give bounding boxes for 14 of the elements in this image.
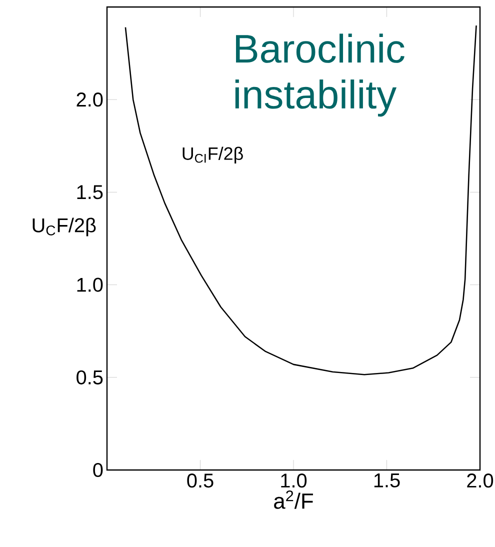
y-tick-label: 1.0 bbox=[77, 278, 103, 292]
line-series bbox=[124, 24, 477, 376]
x-tick-label: 1.5 bbox=[374, 474, 400, 488]
x-tick-label: 1.0 bbox=[281, 474, 307, 488]
y-tick-label: 1.5 bbox=[77, 185, 103, 200]
text: Baroclinic instability bbox=[235, 34, 404, 117]
y-axis-title: U$_{C}$F/2β bbox=[32, 218, 96, 236]
x-tick-label: 2.0 bbox=[467, 474, 494, 488]
y-tick-label: 2.0 bbox=[76, 92, 103, 107]
annotation: U$_{CI}$F/2β bbox=[182, 146, 243, 164]
x-axis-title: a$^{2}$/F bbox=[274, 490, 313, 509]
y-tick-label: 0 bbox=[93, 462, 103, 478]
x-tick-label: 0.5 bbox=[187, 474, 214, 488]
y-tick-label: 0.5 bbox=[76, 370, 103, 384]
